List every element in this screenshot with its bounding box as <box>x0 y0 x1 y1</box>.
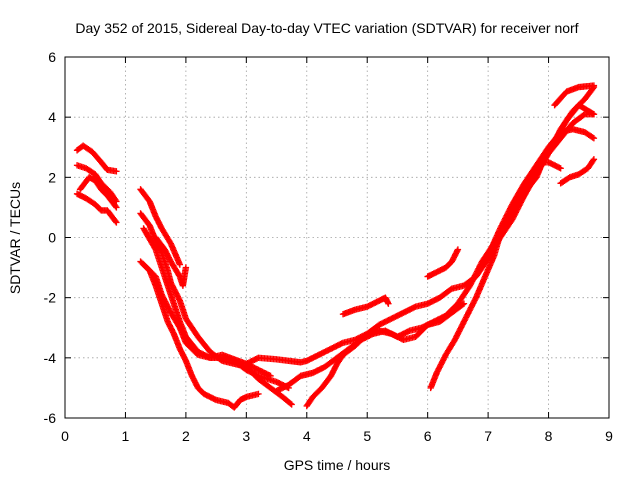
series-track-17 <box>484 126 598 259</box>
series-track-9 <box>140 261 274 380</box>
data-point <box>175 272 183 279</box>
data-point <box>267 372 274 380</box>
x-tick-label: 4 <box>303 428 311 444</box>
data-point <box>590 135 598 142</box>
data-point <box>113 168 120 175</box>
series-track-18 <box>509 159 564 211</box>
data-point <box>287 400 294 407</box>
y-axis-label: SDTVAR / TECUs <box>7 182 23 294</box>
x-tick-label: 0 <box>61 428 69 444</box>
series-track-3 <box>76 174 120 211</box>
x-axis-label: GPS time / hours <box>284 457 391 473</box>
x-tick-label: 9 <box>605 428 613 444</box>
data-point <box>113 219 120 226</box>
data-point <box>288 401 295 408</box>
x-tick-label: 3 <box>242 428 250 444</box>
data-point <box>112 203 119 210</box>
y-tick-label: 0 <box>48 230 56 246</box>
data-point <box>459 301 466 308</box>
y-tick-label: 2 <box>48 169 56 185</box>
data-point <box>255 390 262 398</box>
x-tick-label: 1 <box>122 428 130 444</box>
data-point <box>113 204 120 211</box>
x-tick-label: 7 <box>484 428 492 444</box>
data-point <box>590 82 598 89</box>
data-point <box>589 110 596 117</box>
data-point <box>385 300 392 307</box>
x-tick-label: 6 <box>424 428 432 444</box>
series-track-7 <box>137 258 262 411</box>
series-track-2 <box>73 162 120 205</box>
y-tick-label: -4 <box>44 350 57 366</box>
data-point <box>182 264 190 271</box>
series-track-10 <box>152 234 190 289</box>
y-tick-label: -2 <box>44 290 57 306</box>
data-point <box>112 218 119 225</box>
y-tick-label: -6 <box>44 410 57 426</box>
series-track-19 <box>557 156 598 187</box>
data-point <box>589 134 596 141</box>
series-track-14 <box>339 294 392 318</box>
series-track-6 <box>137 210 295 408</box>
data-markers <box>73 82 598 411</box>
series-track-20 <box>551 82 598 109</box>
axis-ticks: 0 1 2 3 4 5 6 7 8 9 6 4 2 0 -2 -4 -6 <box>44 49 614 444</box>
y-tick-label: 6 <box>48 49 56 65</box>
x-tick-label: 8 <box>545 428 553 444</box>
series-track-1 <box>73 142 120 175</box>
data-point <box>590 110 598 118</box>
data-point <box>590 156 598 163</box>
x-tick-label: 2 <box>182 428 190 444</box>
x-tick-label: 5 <box>363 428 371 444</box>
series-track-5 <box>137 186 184 268</box>
data-point <box>557 165 564 172</box>
data-point <box>460 300 468 307</box>
series-track-16 <box>424 246 462 280</box>
data-point <box>454 246 462 253</box>
chart-title: Day 352 of 2015, Sidereal Day-to-day VTE… <box>75 20 578 36</box>
series-track-4 <box>73 190 120 226</box>
data-point <box>589 157 597 164</box>
data-point <box>176 261 184 268</box>
y-tick-label: 4 <box>48 109 56 125</box>
